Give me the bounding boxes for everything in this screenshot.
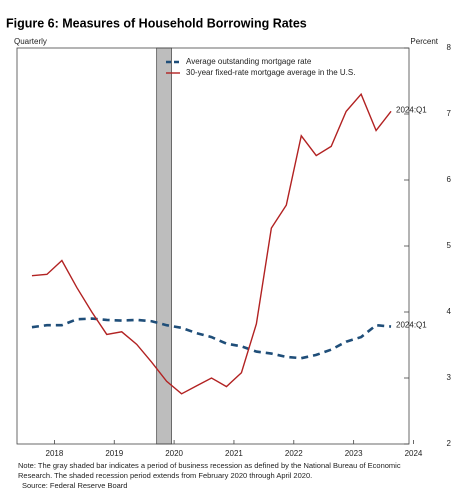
series-line (31, 92, 392, 395)
note: Source: Federal Reserve Board (22, 481, 127, 490)
y-tick-label: 3 (447, 373, 452, 382)
x-tick-label: 2021 (225, 449, 243, 458)
series-line (31, 317, 392, 360)
note: Note: The gray shaded bar indicates a pe… (18, 461, 401, 470)
y-tick-label: 5 (447, 241, 452, 250)
legend-label: Average outstanding mortgage rate (186, 57, 312, 66)
y-tick-label: 2 (447, 439, 452, 448)
y-tick-label: 8 (447, 43, 452, 52)
y-tick-label: 6 (447, 175, 452, 184)
end-label: 2024:Q1 (396, 321, 427, 330)
x-tick-label: 2024 (405, 449, 423, 458)
recession-band (156, 47, 172, 445)
x-tick-label: 2022 (285, 449, 303, 458)
x-tick-label: 2020 (165, 449, 183, 458)
y-tick-label: 7 (447, 109, 452, 118)
end-label: 2024:Q1 (396, 105, 427, 114)
y-axis-label: Percent (410, 37, 438, 46)
x-tick-label: 2023 (345, 449, 363, 458)
legend-label: 30-year fixed-rate mortgage average in t… (186, 68, 355, 77)
x-tick-label: 2019 (105, 449, 123, 458)
note: Research. The shaded recession period ex… (18, 471, 312, 480)
chart-title: Figure 6: Measures of Household Borrowin… (6, 16, 307, 30)
x-tick-label: 2018 (46, 449, 64, 458)
y-tick-label: 4 (447, 307, 452, 316)
x-axis-label: Quarterly (14, 37, 47, 46)
